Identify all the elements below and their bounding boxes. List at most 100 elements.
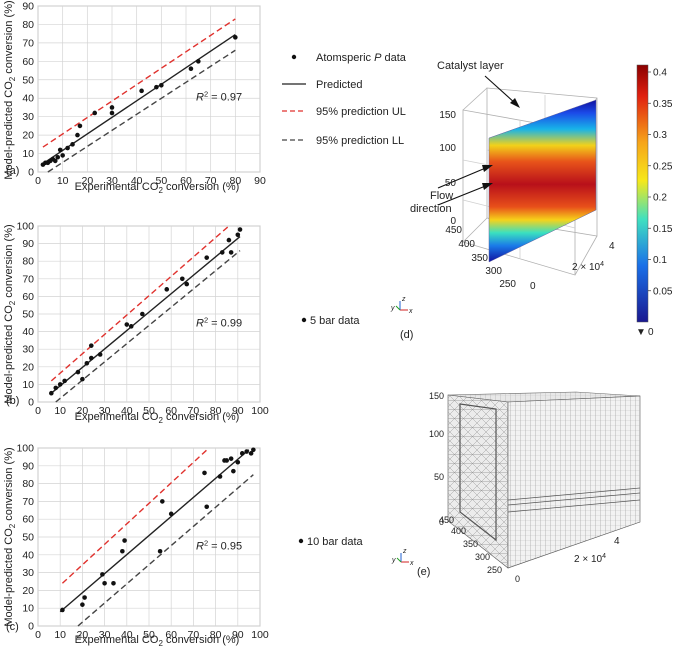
x-tick-label: 70 [188,629,200,641]
data-point [217,474,223,479]
y-axis-label: Model-predicted CO2 conversion (%) [3,0,17,179]
scatter-chart-3: 0 10 20 30 40 50 60 70 80 90 100 0 10 20 30 40 50 60 70 80 9… [3,443,269,648]
data-point [226,237,232,243]
lower-prediction-line [47,49,236,173]
x-tick-label: 50 [143,405,155,417]
d-y-tick: 300 [485,266,502,277]
mesh-left-pattern [448,395,508,568]
y-tick-label: 100 [16,221,34,233]
triad-z-letter: z [402,548,407,555]
data-point [53,385,59,391]
y-tick-label: 90 [22,460,34,472]
x-tick-label: 90 [254,175,266,187]
y-tick-label: 80 [22,256,34,268]
e-z-tick: 0 [439,517,444,527]
data-point [188,66,194,72]
y-tick-label: 100 [16,443,34,455]
data-point [65,145,70,151]
data-point [55,154,61,160]
x-tick-label: 80 [210,405,222,417]
y-tick-label: 90 [22,1,34,13]
data-point [184,281,190,287]
y-tick-label: 70 [22,273,34,285]
upper-prediction-line [61,447,210,584]
x-tick-label: 10 [54,629,66,641]
data-point [228,456,234,461]
x-tick-label: 30 [99,629,111,641]
data-point [219,250,225,255]
y-tick-label: 70 [22,37,34,49]
d-y-tick: 350 [471,253,488,264]
data-point [120,548,125,554]
panel-d-label: (d) [400,329,413,341]
y-tick-label: 0 [28,397,34,409]
flow-arrow-2-head [482,183,493,190]
plot-area [37,5,261,173]
predicted-line [42,34,236,165]
box-edge [462,217,488,243]
y-tick-label: 0 [28,621,34,633]
lower-prediction-line [77,474,254,627]
data-point [102,580,107,586]
data-point [49,390,54,396]
y-tick-label: 40 [22,93,34,105]
data-point [164,287,170,292]
x-tick-label: 50 [143,629,155,641]
flow-arrow-1-head [482,165,493,172]
upper-prediction-line [50,225,230,382]
x-tick-label: 10 [57,175,69,187]
data-point [88,355,94,361]
data-point [109,105,115,110]
panel-d: Catalyst layer Flow direction 0 50 100 1… [390,60,673,341]
legend-b-label: 5 bar data [310,315,360,327]
data-point [180,276,185,282]
mesh-top-pattern [448,392,640,402]
flow-direction-label: Flow direction [410,190,456,215]
data-point [80,376,85,382]
data-point [228,250,234,255]
catalyst-arrow [484,75,517,105]
y-tick-label: 20 [22,361,34,373]
x-tick-label: 40 [121,405,133,417]
data-point [128,324,134,329]
e-z-tick: 100 [429,429,444,439]
x-tick-label: 40 [121,629,133,641]
x-tick-label: 80 [229,175,241,187]
y-tick-label: 30 [22,344,34,356]
e-axis-triad: x z y [391,548,414,567]
e-y-tick: 300 [475,552,490,562]
y-tick-label: 10 [22,148,34,160]
mesh-inner-frame [459,403,497,542]
x-tick-label: 0 [35,405,41,417]
x-tick-label: 50 [155,175,167,187]
y-tick-label: 80 [22,19,34,31]
y-tick-label: 20 [22,130,34,142]
x-tick-label: 20 [77,405,89,417]
data-point [140,311,145,317]
x-tick-label: 70 [188,405,200,417]
panel-e: 0 50 100 150 450 400 350 300 250 0 4 2 ×… [391,391,641,584]
data-point [233,35,238,40]
data-point [57,382,63,387]
y-tick-label: 50 [22,74,34,86]
y-tick-label: 10 [22,379,34,391]
box-edge [462,87,488,111]
d-y-tick: 450 [445,225,462,236]
data-point [60,153,65,158]
colorbar-tick-label: 0.2 [653,193,667,204]
y-axis-label: Model-predicted CO2 conversion (%) [3,224,17,403]
catalyst-arrow-head [510,98,520,108]
data-point [88,343,94,348]
colorbar-ticks: 0.4 0.35 0.3 0.25 0.2 0.15 0.1 0.05 [648,68,673,297]
y-tick-label: 0 [28,167,34,179]
data-point [52,158,58,164]
data-point [244,449,249,454]
data-point [202,470,207,476]
colorbar-tick-label: 0.35 [653,99,673,110]
data-point [111,580,116,586]
x-tick-label: 90 [232,629,244,641]
data-point [160,499,165,504]
y-tick-label: 40 [22,326,34,338]
data-point [57,147,63,153]
